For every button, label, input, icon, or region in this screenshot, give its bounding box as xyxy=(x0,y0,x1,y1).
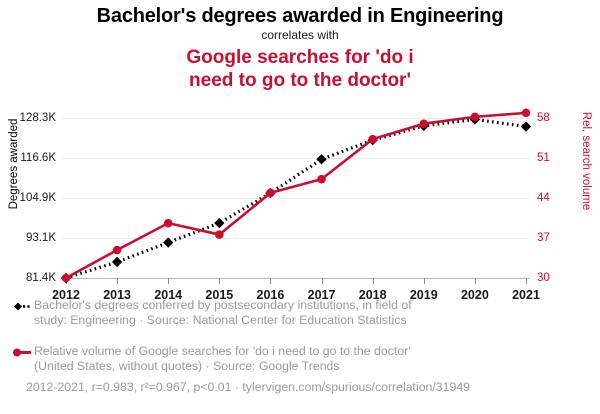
data-point-marker xyxy=(112,245,122,255)
data-point-marker xyxy=(111,256,123,268)
x-axis-tick xyxy=(474,278,476,284)
black-dotted-diamond-marker-icon xyxy=(14,302,31,311)
x-axis-tick xyxy=(117,278,119,284)
right-axis-tick-label: 44 xyxy=(537,192,550,204)
legend-degrees-line2: study: Engineering · Source: National Ce… xyxy=(34,313,407,327)
x-axis-tick-label: 2017 xyxy=(307,288,336,302)
x-axis-tick xyxy=(270,278,272,284)
x-axis-tick xyxy=(321,278,323,284)
data-point-marker xyxy=(521,108,531,118)
x-axis-tick xyxy=(219,278,221,284)
series-line-1 xyxy=(64,111,528,280)
right-axis-tick-label: 30 xyxy=(537,272,550,284)
right-axis-tick-label: 51 xyxy=(537,152,550,164)
left-axis-tick-label: 81.4K xyxy=(25,272,56,284)
x-axis-tick-label: 2014 xyxy=(154,288,183,302)
left-axis-tick-label: 116.6K xyxy=(20,151,56,164)
left-axis-tick-label: 104.9K xyxy=(19,191,56,204)
data-point-marker xyxy=(520,121,532,132)
legend-entry-searches-text: Relative volume of Google searches for '… xyxy=(34,344,594,374)
x-axis-tick-label: 2019 xyxy=(409,288,438,302)
left-axis-title: Degrees awarded xyxy=(8,118,20,210)
right-axis-title: Rel. search volume xyxy=(580,111,592,211)
x-axis-tick xyxy=(168,278,170,284)
data-point-marker xyxy=(368,134,377,144)
data-point-marker xyxy=(470,112,480,122)
x-axis-tick-label: 2012 xyxy=(52,288,80,302)
legend-entry-degrees-text: Bachelor's degrees conferred by postseco… xyxy=(34,298,594,328)
data-point-marker xyxy=(317,174,326,184)
legend-searches-line2: (United States, without quotes) · Source… xyxy=(34,359,340,373)
correlation-connector-text: correlates with xyxy=(261,28,339,42)
secondary-title: Google searches for 'do i need to go to … xyxy=(0,46,600,92)
data-point-marker xyxy=(419,119,429,129)
data-point-marker xyxy=(215,230,224,239)
left-axis-tick-label: 93.1K xyxy=(25,232,56,245)
right-axis-ticks: 30 37 44 51 58 xyxy=(534,112,574,284)
data-point-marker xyxy=(214,217,225,229)
legend-searches-line1: Relative volume of Google searches for '… xyxy=(34,344,411,358)
right-axis-tick-label: 37 xyxy=(537,232,550,244)
x-axis-tick-label: 2021 xyxy=(512,288,540,302)
left-axis-ticks: 81.4K 93.1K 104.9K 116.6K 128.3K xyxy=(0,112,60,284)
x-axis-tick-label: 2016 xyxy=(256,288,285,302)
gridline xyxy=(62,197,530,199)
data-point-marker xyxy=(316,154,327,165)
chart-area: 81.4K 93.1K 104.9K 116.6K 128.3K 30 37 44 51 58 … xyxy=(0,100,600,302)
plot-region: 2012 2013 2014 2015 2016 2017 2018 2019 2020 2021 xyxy=(52,108,540,302)
x-axis-tick-label: 2018 xyxy=(358,288,387,302)
page-title: Bachelor's degrees awarded in Engineerin… xyxy=(96,5,504,27)
legend-degrees-line1: Bachelor's degrees conferred by postseco… xyxy=(34,298,412,312)
left-axis-tick-label: 128.3K xyxy=(19,112,56,124)
x-axis-tick-label: 2020 xyxy=(460,288,489,302)
secondary-title-line2: need to go to the doctor' xyxy=(189,70,411,91)
x-axis-tick xyxy=(423,278,425,284)
data-point-marker xyxy=(163,218,173,228)
x-axis-tick xyxy=(372,278,374,284)
series-lines xyxy=(60,108,532,284)
gridline xyxy=(62,118,530,119)
x-axis-tick xyxy=(526,278,527,284)
gridline xyxy=(62,157,530,159)
data-point-marker xyxy=(266,188,275,198)
data-point-marker xyxy=(163,237,174,248)
x-axis-tick-label: 2015 xyxy=(205,288,234,302)
correlation-footnote: 2012-2021, r=0.983, r²=0.967, p<0.01 · t… xyxy=(26,380,470,394)
red-solid-circle-marker-icon xyxy=(13,348,31,357)
series-line-0 xyxy=(65,117,527,280)
right-axis-tick-label: 58 xyxy=(537,112,550,124)
data-point-marker xyxy=(61,273,71,283)
secondary-title-line1: Google searches for 'do i xyxy=(186,47,414,68)
x-axis-tick-label: 2013 xyxy=(103,288,132,302)
gridline xyxy=(62,238,530,240)
x-axis-line xyxy=(62,278,530,279)
legend-footer: Bachelor's degrees conferred by postseco… xyxy=(0,298,600,414)
